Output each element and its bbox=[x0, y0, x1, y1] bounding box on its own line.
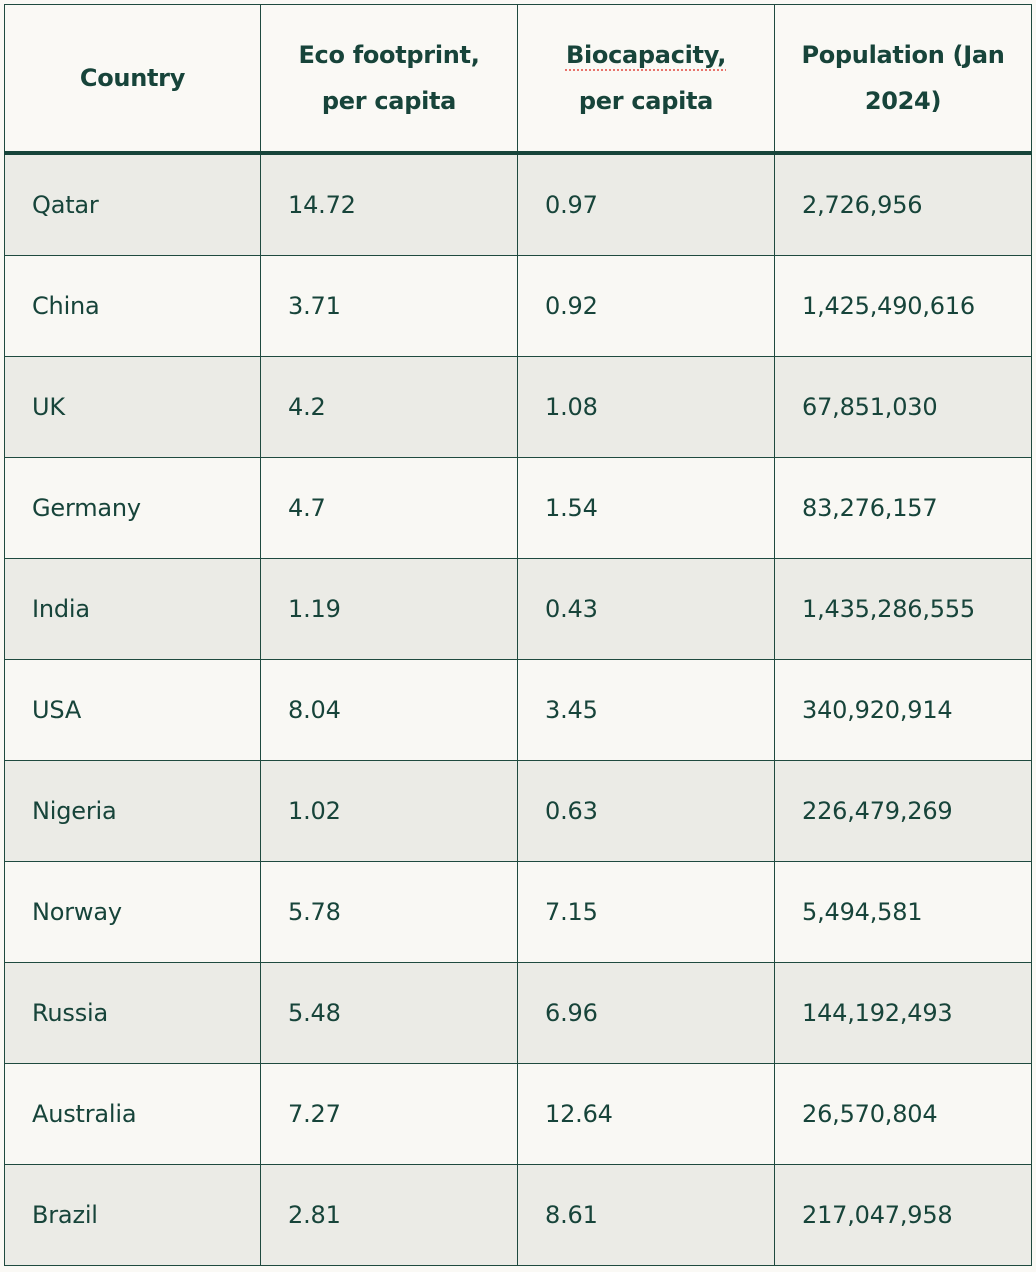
cell-country: Brazil bbox=[4, 1164, 261, 1266]
cell-eco-footprint: 3.71 bbox=[260, 255, 518, 357]
table-header: Country Eco footprint, per capita Biocap… bbox=[4, 4, 1032, 155]
cell-eco-footprint: 5.78 bbox=[260, 861, 518, 963]
cell-country: China bbox=[4, 255, 261, 357]
cell-biocapacity: 12.64 bbox=[517, 1063, 775, 1165]
cell-country: India bbox=[4, 558, 261, 660]
header-biocapacity: Biocapacity, per capita bbox=[517, 4, 775, 155]
cell-biocapacity: 3.45 bbox=[517, 659, 775, 761]
cell-biocapacity: 7.15 bbox=[517, 861, 775, 963]
cell-biocapacity: 1.08 bbox=[517, 356, 775, 458]
cell-population: 5,494,581 bbox=[774, 861, 1032, 963]
header-row: Country Eco footprint, per capita Biocap… bbox=[4, 4, 1032, 155]
cell-population: 2,726,956 bbox=[774, 152, 1032, 256]
cell-eco-footprint: 1.19 bbox=[260, 558, 518, 660]
header-population: Population (Jan 2024) bbox=[774, 4, 1032, 155]
cell-eco-footprint: 2.81 bbox=[260, 1164, 518, 1266]
cell-biocapacity: 0.97 bbox=[517, 152, 775, 256]
header-biocapacity-line1: Biocapacity, bbox=[565, 41, 727, 69]
table-row: USA 8.04 3.45 340,920,914 bbox=[4, 659, 1032, 761]
table-row: India 1.19 0.43 1,435,286,555 bbox=[4, 558, 1032, 660]
table-container: Country Eco footprint, per capita Biocap… bbox=[4, 4, 1032, 1266]
table-row: Russia 5.48 6.96 144,192,493 bbox=[4, 962, 1032, 1064]
table-row: Brazil 2.81 8.61 217,047,958 bbox=[4, 1164, 1032, 1266]
cell-biocapacity: 8.61 bbox=[517, 1164, 775, 1266]
cell-biocapacity: 0.92 bbox=[517, 255, 775, 357]
cell-population: 83,276,157 bbox=[774, 457, 1032, 559]
cell-eco-footprint: 8.04 bbox=[260, 659, 518, 761]
table-row: Norway 5.78 7.15 5,494,581 bbox=[4, 861, 1032, 963]
cell-eco-footprint: 14.72 bbox=[260, 152, 518, 256]
cell-biocapacity: 6.96 bbox=[517, 962, 775, 1064]
cell-population: 26,570,804 bbox=[774, 1063, 1032, 1165]
cell-population: 1,435,286,555 bbox=[774, 558, 1032, 660]
cell-biocapacity: 1.54 bbox=[517, 457, 775, 559]
cell-population: 67,851,030 bbox=[774, 356, 1032, 458]
table-row: Qatar 14.72 0.97 2,726,956 bbox=[4, 152, 1032, 256]
table-body: Qatar 14.72 0.97 2,726,956 China 3.71 0.… bbox=[4, 152, 1032, 1266]
header-country: Country bbox=[4, 4, 261, 155]
eco-footprint-table: Country Eco footprint, per capita Biocap… bbox=[4, 4, 1032, 1266]
cell-population: 226,479,269 bbox=[774, 760, 1032, 862]
header-eco-footprint: Eco footprint, per capita bbox=[260, 4, 518, 155]
table-row: China 3.71 0.92 1,425,490,616 bbox=[4, 255, 1032, 357]
cell-eco-footprint: 1.02 bbox=[260, 760, 518, 862]
cell-country: Qatar bbox=[4, 152, 261, 256]
cell-country: UK bbox=[4, 356, 261, 458]
cell-eco-footprint: 4.2 bbox=[260, 356, 518, 458]
table-row: UK 4.2 1.08 67,851,030 bbox=[4, 356, 1032, 458]
header-biocapacity-line2: per capita bbox=[578, 87, 714, 115]
cell-eco-footprint: 4.7 bbox=[260, 457, 518, 559]
cell-biocapacity: 0.43 bbox=[517, 558, 775, 660]
cell-biocapacity: 0.63 bbox=[517, 760, 775, 862]
cell-population: 1,425,490,616 bbox=[774, 255, 1032, 357]
cell-country: Nigeria bbox=[4, 760, 261, 862]
cell-population: 144,192,493 bbox=[774, 962, 1032, 1064]
cell-population: 340,920,914 bbox=[774, 659, 1032, 761]
table-row: Nigeria 1.02 0.63 226,479,269 bbox=[4, 760, 1032, 862]
cell-country: Russia bbox=[4, 962, 261, 1064]
cell-country: USA bbox=[4, 659, 261, 761]
table-row: Germany 4.7 1.54 83,276,157 bbox=[4, 457, 1032, 559]
cell-population: 217,047,958 bbox=[774, 1164, 1032, 1266]
cell-eco-footprint: 7.27 bbox=[260, 1063, 518, 1165]
cell-country: Norway bbox=[4, 861, 261, 963]
cell-eco-footprint: 5.48 bbox=[260, 962, 518, 1064]
cell-country: Germany bbox=[4, 457, 261, 559]
cell-country: Australia bbox=[4, 1063, 261, 1165]
table-row: Australia 7.27 12.64 26,570,804 bbox=[4, 1063, 1032, 1165]
